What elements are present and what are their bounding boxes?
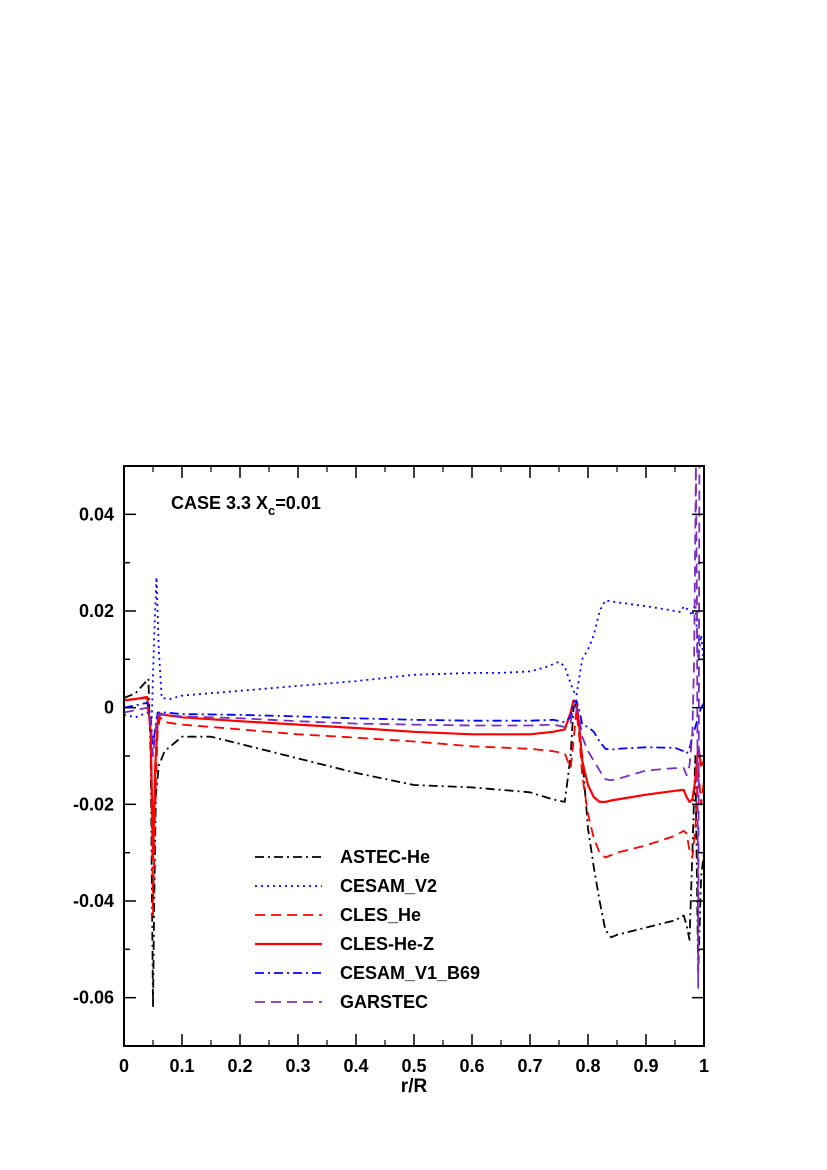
- x-tick-label: 0.7: [517, 1056, 542, 1076]
- x-tick-label: 0.8: [575, 1056, 600, 1076]
- x-tick-label: 0.4: [343, 1056, 368, 1076]
- y-tick-label: 0.02: [79, 601, 114, 621]
- legend-label-astec-he: ASTEC-He: [340, 847, 430, 867]
- legend-label-cles-he: CLES_He: [340, 905, 421, 925]
- series-line-cesam-v2: [124, 576, 704, 719]
- x-tick-label: 0.2: [227, 1056, 252, 1076]
- y-tick-label: -0.04: [73, 891, 114, 911]
- y-tick-label: 0: [104, 698, 114, 718]
- x-axis-title: r/R: [401, 1076, 428, 1097]
- plot-area: [124, 466, 704, 1009]
- case-annotation-prefix: CASE 3.3 X: [171, 493, 268, 513]
- plot-frame: [123, 465, 705, 1047]
- series-line-cesam-v1-b69: [124, 699, 704, 755]
- x-tick-label: 0.9: [633, 1056, 658, 1076]
- y-axis: -0.06 -0.04 -0.02 0 0.02 0.04: [73, 465, 704, 1047]
- series-line-garstec: [124, 466, 701, 989]
- series-line-astec-he: [124, 677, 704, 1009]
- x-tick-label: 1: [699, 1056, 709, 1076]
- legend-label-cesam-v2: CESAM_V2: [340, 876, 437, 896]
- x-tick-label: 0.6: [459, 1056, 484, 1076]
- legend-label-garstec: GARSTEC: [340, 992, 428, 1012]
- y-tick-label: -0.06: [73, 988, 114, 1008]
- x-tick-label: 0: [119, 1056, 129, 1076]
- y-tick-label: 0.04: [79, 504, 114, 524]
- legend: ASTEC-He CESAM_V2 CLES_He CLES-He-Z CESAM_V1…: [255, 847, 480, 1012]
- case-annotation-suffix: =0.01: [275, 493, 321, 513]
- legend-label-cles-he-z: CLES-He-Z: [340, 934, 434, 954]
- x-tick-label: 0.3: [285, 1056, 310, 1076]
- y-tick-label: -0.02: [73, 794, 114, 814]
- case-annotation: CASE 3.3 Xc=0.01: [171, 493, 321, 518]
- legend-label-cesam-v1-b69: CESAM_V1_B69: [340, 963, 480, 983]
- x-tick-label: 0.5: [401, 1056, 426, 1076]
- series-line-cles-he: [124, 697, 704, 917]
- case-annotation-subscript: c: [268, 503, 275, 518]
- series-line-cles-he-z: [124, 695, 704, 859]
- x-tick-label: 0.1: [169, 1056, 194, 1076]
- x-axis: 0 0.1 0.2 0.3 0.4 0.5 0.6 0.7 0.8 0.9 1: [119, 466, 709, 1076]
